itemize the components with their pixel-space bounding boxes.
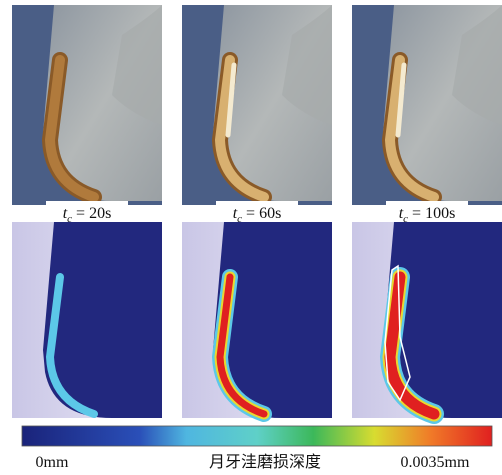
colorbar-title: 月牙洼磨损深度	[209, 453, 321, 471]
simulation-panel	[352, 222, 502, 418]
photo-panel: tc= 60s	[182, 5, 332, 225]
figure: tc= 20stc= 60stc= 100s 0mm 月牙洼磨损深度 0.003…	[0, 0, 502, 475]
colorbar-min-label: 0mm	[36, 454, 69, 471]
simulation-panel	[12, 222, 162, 418]
time-value: = 100s	[412, 205, 455, 222]
simulation-panel	[182, 222, 332, 418]
time-value: = 20s	[76, 205, 111, 222]
colorbar	[22, 426, 492, 446]
time-value: = 60s	[246, 205, 281, 222]
photo-panel: tc= 20s	[12, 5, 162, 225]
photo-panel: tc= 100s	[352, 5, 502, 225]
colorbar-max-label: 0.0035mm	[401, 454, 470, 471]
